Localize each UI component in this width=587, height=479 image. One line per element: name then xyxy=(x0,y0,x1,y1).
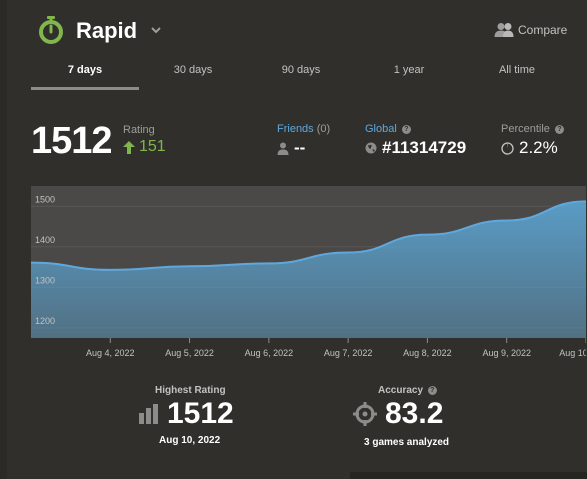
tab-1-year[interactable]: 1 year xyxy=(393,64,425,76)
y-tick-label: 1400 xyxy=(35,235,55,245)
time-range-tabs: 7 days 30 days 90 days 1 year All time xyxy=(31,56,571,90)
rating-label: Rating xyxy=(123,124,155,136)
friends-label[interactable]: Friends (0) xyxy=(277,123,331,135)
arrow-up-icon xyxy=(123,140,135,154)
global-rank: #11314729 xyxy=(365,138,466,158)
y-tick-label: 1300 xyxy=(35,275,55,285)
x-tick-label: Aug 9, 2022 xyxy=(482,348,531,358)
x-tick-label: Aug 5, 2022 xyxy=(165,348,214,358)
percentile-value: 2.2% xyxy=(501,138,558,158)
x-tick-label: Aug 7, 2022 xyxy=(324,348,373,358)
mode-title[interactable]: Rapid xyxy=(76,18,138,43)
y-tick-label: 1200 xyxy=(35,316,55,326)
highest-rating-date: Aug 10, 2022 xyxy=(159,435,221,446)
percentile-pie-icon xyxy=(501,141,514,155)
compare-label: Compare xyxy=(518,23,568,37)
highest-rating: 1512 xyxy=(139,397,234,431)
x-tick-label: Aug 10, 2022 xyxy=(559,348,586,358)
bottom-strip xyxy=(350,472,587,479)
percentile-label: Percentile ? xyxy=(501,123,564,135)
crosshair-icon xyxy=(353,402,377,426)
rating-line xyxy=(31,200,586,271)
tab-all-time[interactable]: All time xyxy=(498,64,536,76)
highest-rating-value: 1512 xyxy=(167,397,234,430)
stopwatch-icon xyxy=(39,16,63,44)
x-tick-label: Aug 8, 2022 xyxy=(403,348,452,358)
user-icon xyxy=(277,142,289,155)
tab-7-days[interactable]: 7 days xyxy=(31,56,139,90)
globe-icon xyxy=(365,142,377,154)
games-analyzed: 3 games analyzed xyxy=(364,437,450,448)
friends-value: -- xyxy=(277,138,305,158)
bar-chart-icon xyxy=(139,404,158,424)
accuracy-value: 83.2 xyxy=(385,397,444,430)
tab-30-days[interactable]: 30 days xyxy=(173,64,213,76)
help-icon[interactable]: ? xyxy=(401,125,411,134)
tab-90-days[interactable]: 90 days xyxy=(281,64,321,76)
highest-rating-label: Highest Rating xyxy=(155,385,226,396)
chevron-down-icon[interactable] xyxy=(149,24,163,36)
global-label[interactable]: Global ? xyxy=(365,123,411,135)
users-icon xyxy=(494,23,514,37)
rating-change: 151 xyxy=(123,138,166,156)
header: Rapid Compare xyxy=(7,0,587,56)
rating-history-chart[interactable]: 1200 1300 1400 1500 Aug 4, 2022 Aug 5, 2022 Au… xyxy=(31,186,586,361)
accuracy-label: Accuracy ? xyxy=(378,385,437,396)
help-icon[interactable]: ? xyxy=(427,386,437,395)
compare-button[interactable]: Compare xyxy=(494,22,567,38)
y-tick-label: 1500 xyxy=(35,194,55,204)
rating-area xyxy=(31,201,586,338)
current-rating: 1512 xyxy=(31,120,113,162)
stats-panel: Rapid Compare 7 days 30 days 90 days 1 y… xyxy=(7,0,587,479)
x-tick-label: Aug 4, 2022 xyxy=(86,348,135,358)
help-icon[interactable]: ? xyxy=(554,125,564,134)
rating-change-value: 151 xyxy=(139,138,166,155)
accuracy: 83.2 xyxy=(353,397,443,431)
x-tick-label: Aug 6, 2022 xyxy=(245,348,294,358)
